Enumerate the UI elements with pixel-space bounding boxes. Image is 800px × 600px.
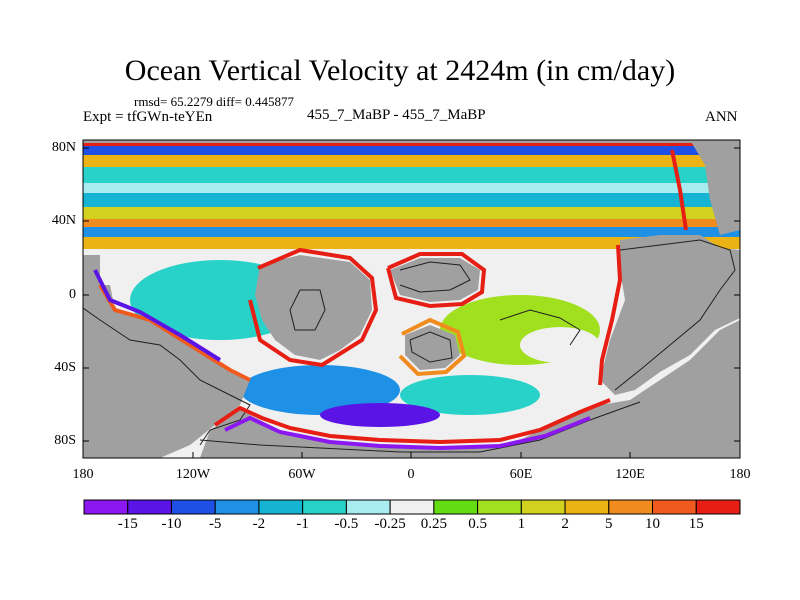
colorbar [83,499,741,515]
rim-west [98,283,251,382]
land-west-continent [83,255,250,458]
ocean-patch-south-pacific [240,365,400,415]
rim-island [386,252,487,309]
colorbar-label: -5 [208,516,222,532]
ocean-band-arctic [83,145,740,155]
colorbar-swatch [83,499,129,515]
colorbar-label: 15 [688,516,704,532]
colorbar-label: -15 [117,516,138,532]
land-island-central [390,258,480,302]
ocean-band-midlat [83,183,740,193]
coastal-rim [93,149,688,451]
colorbar-label: 0.5 [468,516,487,532]
colorbar-swatch [477,499,522,515]
colorbar-label: 2 [561,516,569,532]
rim-island-south [398,317,467,377]
coastline-west [83,307,251,446]
colorbar-swatch [695,499,741,515]
colorbar-swatch [345,499,391,515]
map-area [83,140,740,458]
land-northeast-continent [600,235,740,395]
colorbar-swatch [127,499,172,515]
colorbar-label: -10 [161,516,182,532]
ytick-label: 0 [69,287,76,302]
xtick-label: 180 [72,467,94,482]
xtick-label: 60E [509,467,533,482]
ocean-band-40n-2 [83,219,740,227]
coastline-indian [499,309,581,346]
colorbar-swatch [302,499,347,515]
chart-title: Ocean Vertical Velocity at 2424m (in cm/… [124,54,676,87]
colorbar-swatch [214,499,260,515]
xtick-label: 120E [615,467,645,482]
ytick-label: 40N [51,213,76,228]
xtick-label: 0 [407,467,415,482]
rim-central [248,247,379,368]
ytick-label: 80S [54,433,76,448]
experiment-label: Expt = tfGWn-teYEn [83,109,213,125]
land-south-continent [200,320,740,458]
colorbar-label: 0.25 [420,516,447,532]
ocean-band-30n [83,237,740,249]
colorbar-label: -2 [252,516,266,532]
ocean-patch-southern-2 [320,403,440,427]
colorbar-swatch [564,499,610,515]
ytick-label: 80N [51,140,76,155]
colorbar-label: 10 [645,516,661,532]
rmsd-diff-stats: rmsd= 65.2279 diff= 0.445877 [134,94,294,109]
ocean-band-midlat-2 [83,193,740,207]
colorbar-label: -0.5 [334,516,359,532]
land-central-continent [255,255,372,360]
colorbar-swatch [520,499,566,515]
xtick-label: 120W [175,467,211,482]
colorbar-swatch [608,499,654,515]
land-north-pole [690,140,740,235]
rim-east [598,244,623,386]
ocean-patch-indian-white [520,327,600,363]
coastline-central [289,289,326,331]
coastline-east [614,239,736,391]
season-label: ANN [705,109,738,125]
xtick-label: 180 [729,467,751,482]
ocean-band-35n [83,227,740,237]
land-north-edge [83,140,740,143]
ocean-band-40n [83,207,740,219]
ocean-band-subpolar [83,167,740,183]
coastline-island-south [409,331,453,363]
ytick-label: 40S [54,360,76,375]
ocean-band-polar [83,155,740,167]
rim-south-2 [224,415,591,451]
colorbar-label: -1 [296,516,309,532]
rim-west-2 [93,269,222,362]
axis-ticks [83,147,740,458]
colorbar-swatch [170,499,216,515]
colorbar-swatch [258,499,304,515]
colorbar-label: 5 [605,516,613,532]
colorbar-label: -0.25 [374,516,406,532]
colorbar-label: 1 [517,516,526,532]
xtick-label: 60W [288,467,316,482]
rim-northeast [670,149,688,231]
rim-south [213,398,611,445]
colorbar-swatch [433,499,479,515]
ocean-patch-southern [400,375,540,415]
case-subtitle: 455_7_MaBP - 455_7_MaBP [307,107,486,123]
colorbar-swatch [389,499,435,515]
colorbar-swatch [652,499,697,515]
coastline-island [399,261,471,293]
